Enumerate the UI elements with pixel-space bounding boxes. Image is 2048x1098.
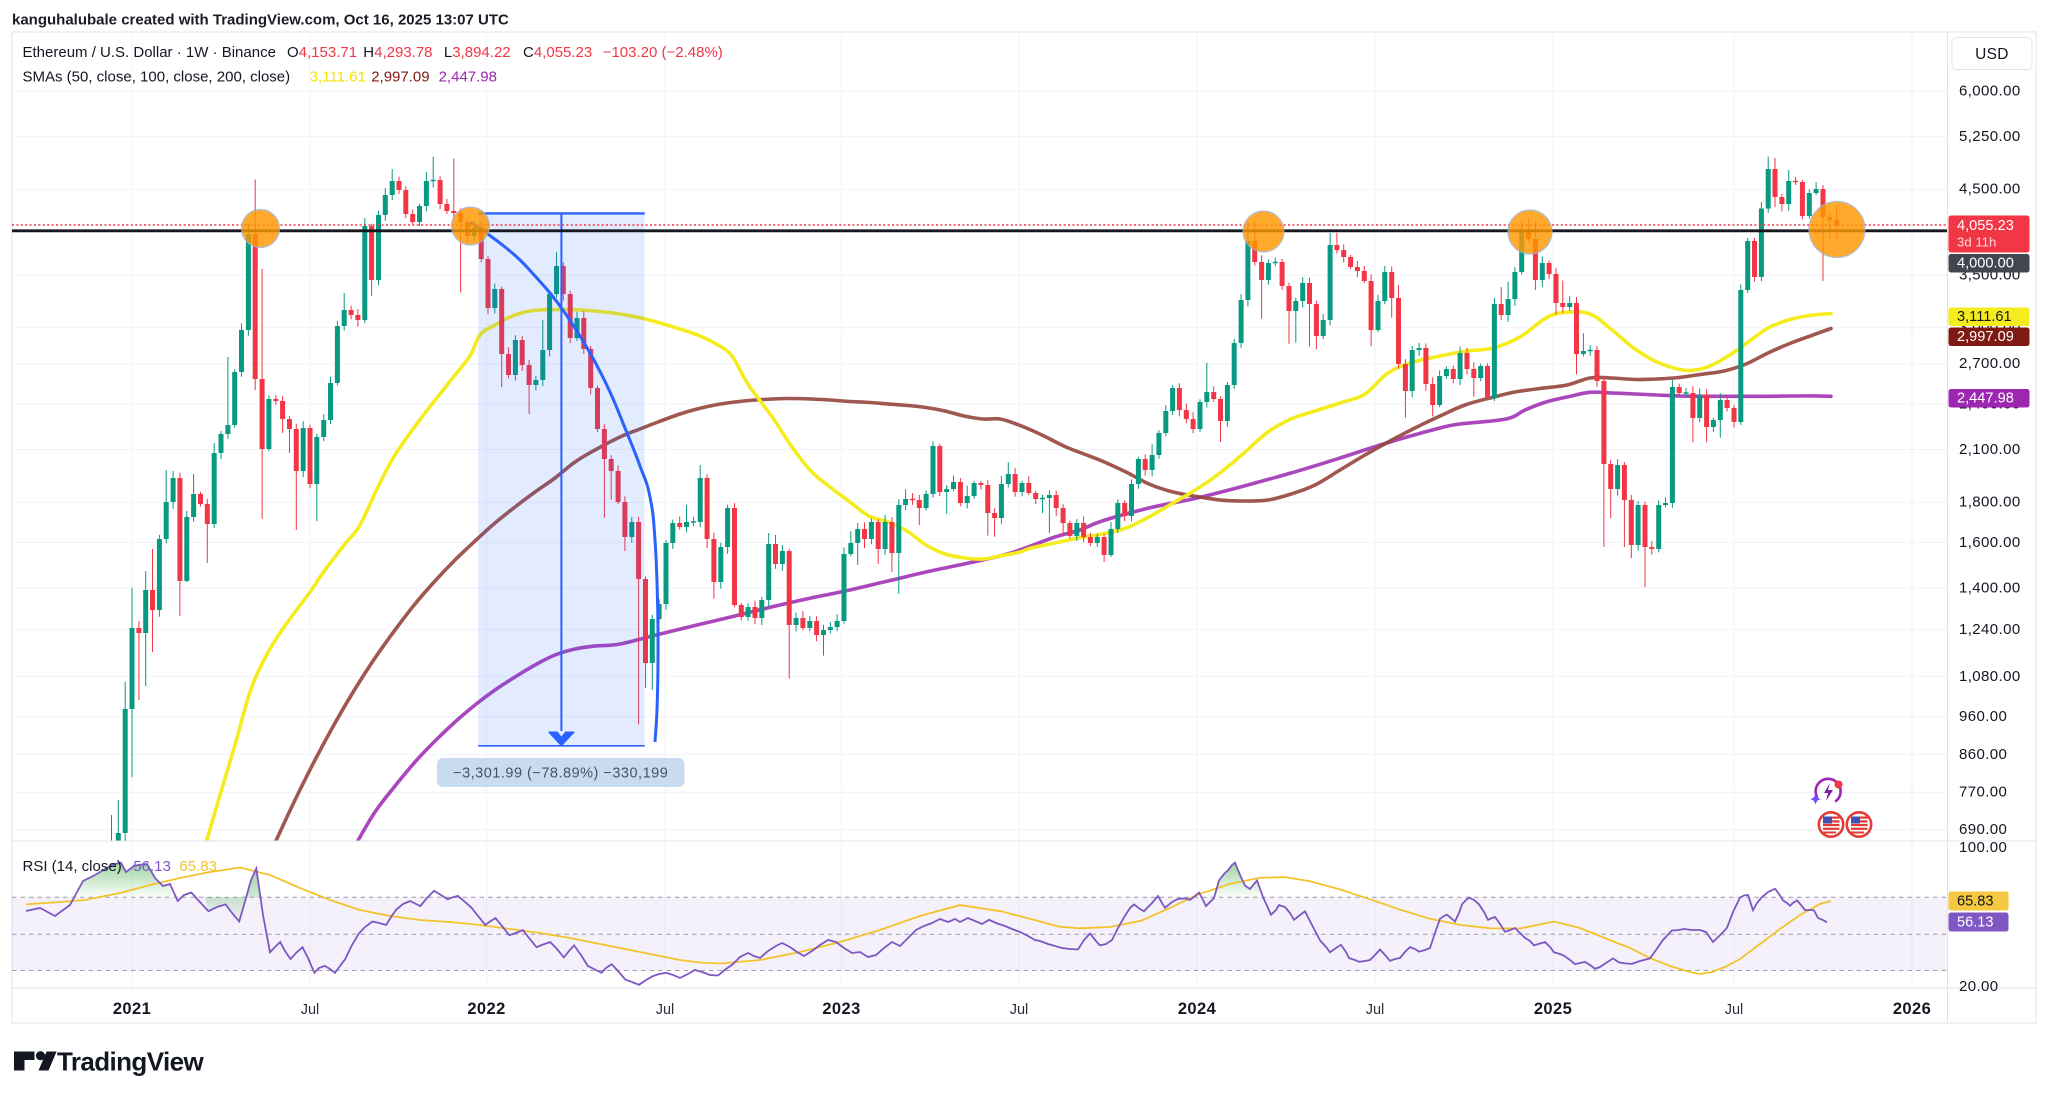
svg-text:56.13: 56.13 [1957,915,1994,931]
svg-text:56.13: 56.13 [133,858,171,875]
svg-text:Jul: Jul [301,1002,320,1018]
svg-text:100.00: 100.00 [1959,839,2007,856]
svg-text:20.00: 20.00 [1959,978,1999,995]
svg-text:3,111.61: 3,111.61 [310,69,366,86]
svg-text:Jul: Jul [1010,1002,1029,1018]
svg-text:770.00: 770.00 [1959,784,2007,801]
svg-text:2026: 2026 [1893,1000,1931,1018]
svg-text:L3,894.22: L3,894.22 [444,44,511,61]
svg-text:960.00: 960.00 [1959,708,2007,725]
svg-text:2023: 2023 [822,1000,860,1018]
svg-text:−3,301.99 (−78.89%) −330,199: −3,301.99 (−78.89%) −330,199 [453,766,668,782]
svg-text:690.00: 690.00 [1959,821,2007,838]
svg-text:2,997.09: 2,997.09 [371,69,429,86]
svg-text:2022: 2022 [467,1000,505,1018]
svg-text:4,500.00: 4,500.00 [1959,181,2021,198]
svg-text:2,997.09: 2,997.09 [1957,329,2014,345]
svg-text:TradingView: TradingView [57,1047,204,1077]
svg-text:C4,055.23: C4,055.23 [523,44,592,61]
svg-text:3,111.61: 3,111.61 [1957,309,2012,325]
svg-text:Jul: Jul [1725,1002,1744,1018]
svg-text:2021: 2021 [113,1000,151,1018]
svg-text:1,080.00: 1,080.00 [1959,668,2021,685]
svg-text:2024: 2024 [1178,1000,1217,1018]
svg-text:SMAs (50, close, 100, close, 2: SMAs (50, close, 100, close, 200, close) [23,69,291,86]
svg-text:6,000.00: 6,000.00 [1959,83,2021,100]
svg-text:Jul: Jul [1366,1002,1385,1018]
svg-text:1,400.00: 1,400.00 [1959,580,2021,597]
svg-text:65.83: 65.83 [179,858,217,875]
svg-text:4,000.00: 4,000.00 [1957,256,2014,272]
svg-text:RSI (14, close): RSI (14, close) [23,858,122,875]
svg-text:1,800.00: 1,800.00 [1959,494,2021,511]
svg-text:2,100.00: 2,100.00 [1959,441,2021,458]
svg-text:2025: 2025 [1534,1000,1572,1018]
svg-text:kanguhalubale created with Tra: kanguhalubale created with TradingView.c… [12,12,509,29]
svg-text:2,700.00: 2,700.00 [1959,355,2021,372]
svg-text:1,600.00: 1,600.00 [1959,534,2021,551]
svg-text:2,447.98: 2,447.98 [1957,391,2014,407]
svg-text:Jul: Jul [656,1002,675,1018]
svg-text:3d 11h: 3d 11h [1957,235,1996,250]
svg-text:−103.20 (−2.48%): −103.20 (−2.48%) [603,44,723,61]
svg-text:Ethereum / U.S. Dollar · 1W ·: Ethereum / U.S. Dollar · 1W · Binance [23,44,276,61]
svg-text:H4,293.78: H4,293.78 [363,44,432,61]
svg-text:65.83: 65.83 [1957,894,1994,910]
svg-text:O4,153.71: O4,153.71 [287,44,357,61]
svg-text:1,240.00: 1,240.00 [1959,621,2021,638]
svg-text:860.00: 860.00 [1959,746,2007,763]
svg-text:5,250.00: 5,250.00 [1959,128,2021,145]
svg-text:USD: USD [1975,46,2009,63]
svg-text:4,055.23: 4,055.23 [1957,218,2014,234]
svg-text:2,447.98: 2,447.98 [439,69,497,86]
